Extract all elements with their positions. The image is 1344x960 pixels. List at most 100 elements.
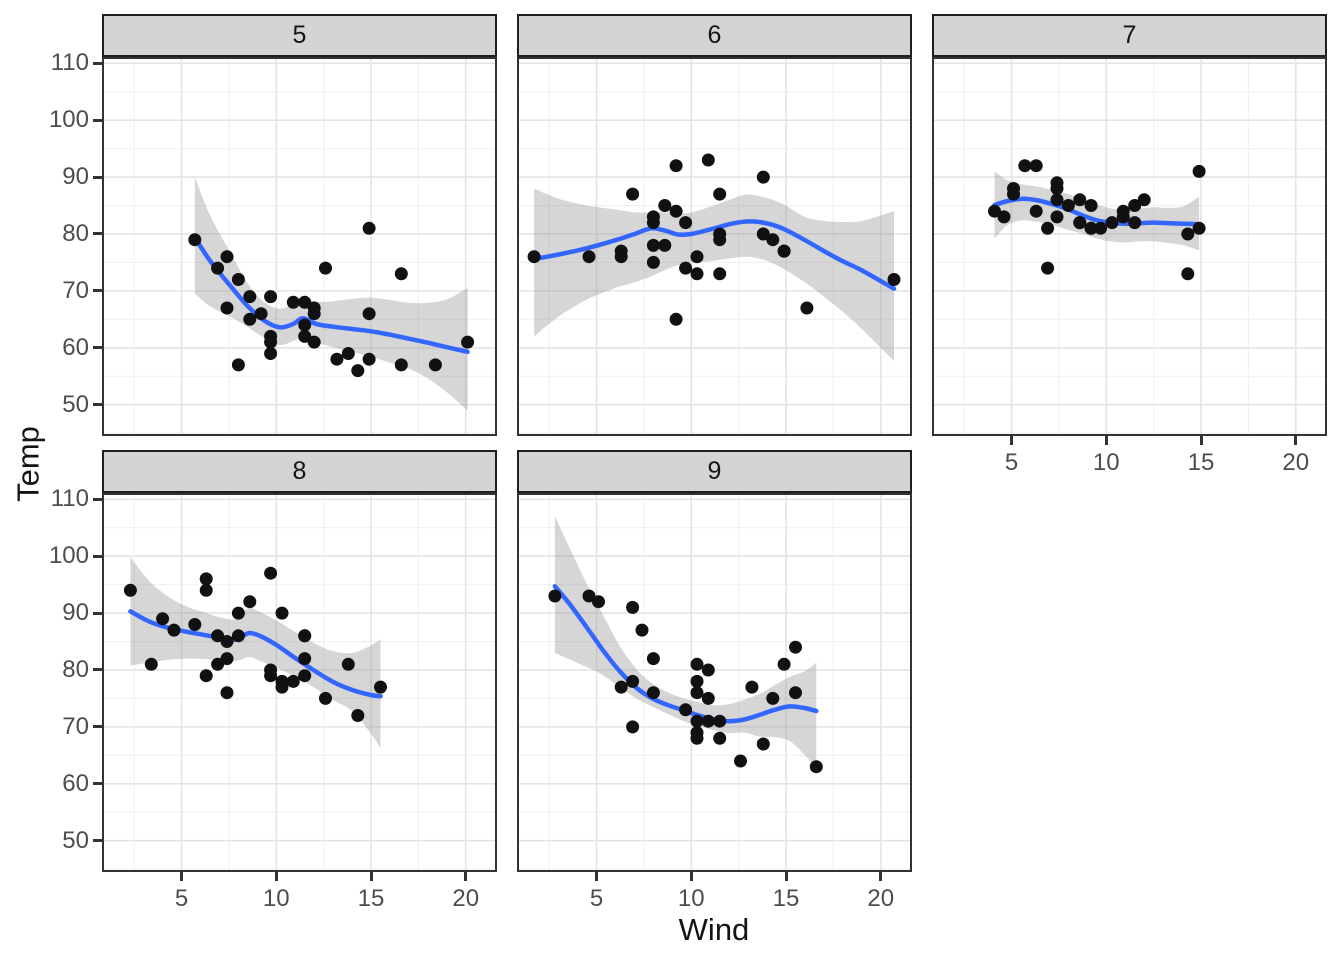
data-point [220, 250, 234, 264]
data-point [1105, 216, 1119, 230]
x-tick-mark [879, 872, 883, 881]
data-point [1073, 216, 1087, 230]
y-tick-mark [93, 839, 102, 843]
data-point [1128, 216, 1142, 230]
data-point [243, 312, 257, 326]
facet-panel [102, 57, 497, 436]
x-tick-label: 15 [1187, 449, 1215, 476]
data-point [211, 629, 225, 643]
data-point [275, 606, 289, 620]
data-point [713, 187, 727, 201]
facet-month-9: 9 [517, 450, 912, 872]
facet-panel [932, 57, 1327, 436]
y-tick-label: 70 [62, 276, 89, 304]
smooth-line [552, 584, 819, 724]
x-tick-mark [369, 872, 373, 881]
data-point [1192, 164, 1206, 178]
panel-border [517, 493, 912, 872]
smooth-line [992, 196, 1202, 227]
data-point [800, 301, 814, 315]
confidence-ribbon [130, 557, 381, 749]
y-tick-label: 90 [62, 163, 89, 191]
y-tick-mark [93, 725, 102, 729]
data-point [243, 290, 257, 304]
data-point [231, 606, 245, 620]
y-tick-label: 60 [62, 333, 89, 361]
data-point [231, 358, 245, 372]
x-tick-label: 20 [452, 885, 480, 912]
data-point [679, 261, 693, 275]
data-point [626, 600, 640, 614]
confidence-ribbon [554, 516, 817, 769]
data-point [614, 250, 628, 264]
data-point [690, 657, 704, 671]
data-point [1018, 159, 1032, 173]
data-point [1128, 199, 1142, 212]
data-point [527, 250, 541, 264]
data-point [298, 329, 312, 343]
data-point [167, 623, 181, 637]
x-tick-mark [1199, 436, 1203, 445]
x-tick-label: 20 [867, 885, 895, 912]
smooth-line [531, 219, 897, 291]
data-point [1181, 227, 1195, 241]
x-tick-label: 5 [1004, 449, 1019, 476]
y-tick-mark [93, 611, 102, 615]
gridlines-minor [932, 57, 1327, 436]
data-point [646, 652, 660, 666]
data-point [1181, 267, 1195, 281]
data-point [713, 714, 727, 728]
data-point [646, 210, 660, 224]
confidence-ribbon [994, 171, 1200, 251]
data-point [298, 295, 312, 309]
data-point [243, 595, 257, 609]
y-tick-mark [93, 403, 102, 407]
data-point [713, 227, 727, 241]
data-point [319, 691, 332, 705]
x-tick-label: 15 [357, 885, 385, 912]
data-point [582, 589, 596, 603]
y-tick-mark [93, 554, 102, 558]
data-point [351, 364, 365, 378]
data-points [988, 159, 1206, 281]
data-point [461, 335, 475, 349]
x-tick-label: 15 [772, 885, 800, 912]
data-point [626, 720, 640, 734]
data-point [144, 657, 158, 671]
x-tick-label: 10 [262, 885, 290, 912]
data-point [264, 566, 278, 580]
data-point [997, 210, 1011, 224]
data-points [188, 221, 475, 378]
data-point [646, 238, 660, 252]
data-point [1041, 221, 1055, 235]
data-point [298, 669, 312, 683]
x-tick-mark [595, 872, 599, 881]
data-point [789, 686, 802, 700]
data-point [211, 261, 225, 275]
data-point [1041, 261, 1055, 275]
data-point [199, 572, 213, 586]
data-point [394, 267, 408, 281]
data-point [1084, 221, 1098, 235]
y-tick-mark [93, 668, 102, 672]
data-point [231, 629, 245, 643]
y-tick-label: 50 [62, 826, 89, 854]
data-point [1029, 204, 1043, 218]
facet-strip-label: 5 [292, 21, 307, 49]
data-point [756, 227, 770, 241]
data-point [756, 170, 770, 184]
data-point [362, 307, 376, 321]
data-point [307, 301, 321, 315]
data-points [527, 153, 901, 326]
panel-border [102, 493, 497, 872]
y-tick-mark [93, 61, 102, 65]
data-point [220, 652, 234, 666]
data-point [298, 318, 312, 332]
data-point [156, 612, 170, 626]
x-tick-label: 10 [1092, 449, 1120, 476]
data-point [766, 233, 780, 247]
gridlines-major [932, 57, 1327, 436]
data-point [646, 255, 660, 269]
data-point [679, 703, 693, 717]
facet-strip-label: 7 [1122, 21, 1137, 49]
